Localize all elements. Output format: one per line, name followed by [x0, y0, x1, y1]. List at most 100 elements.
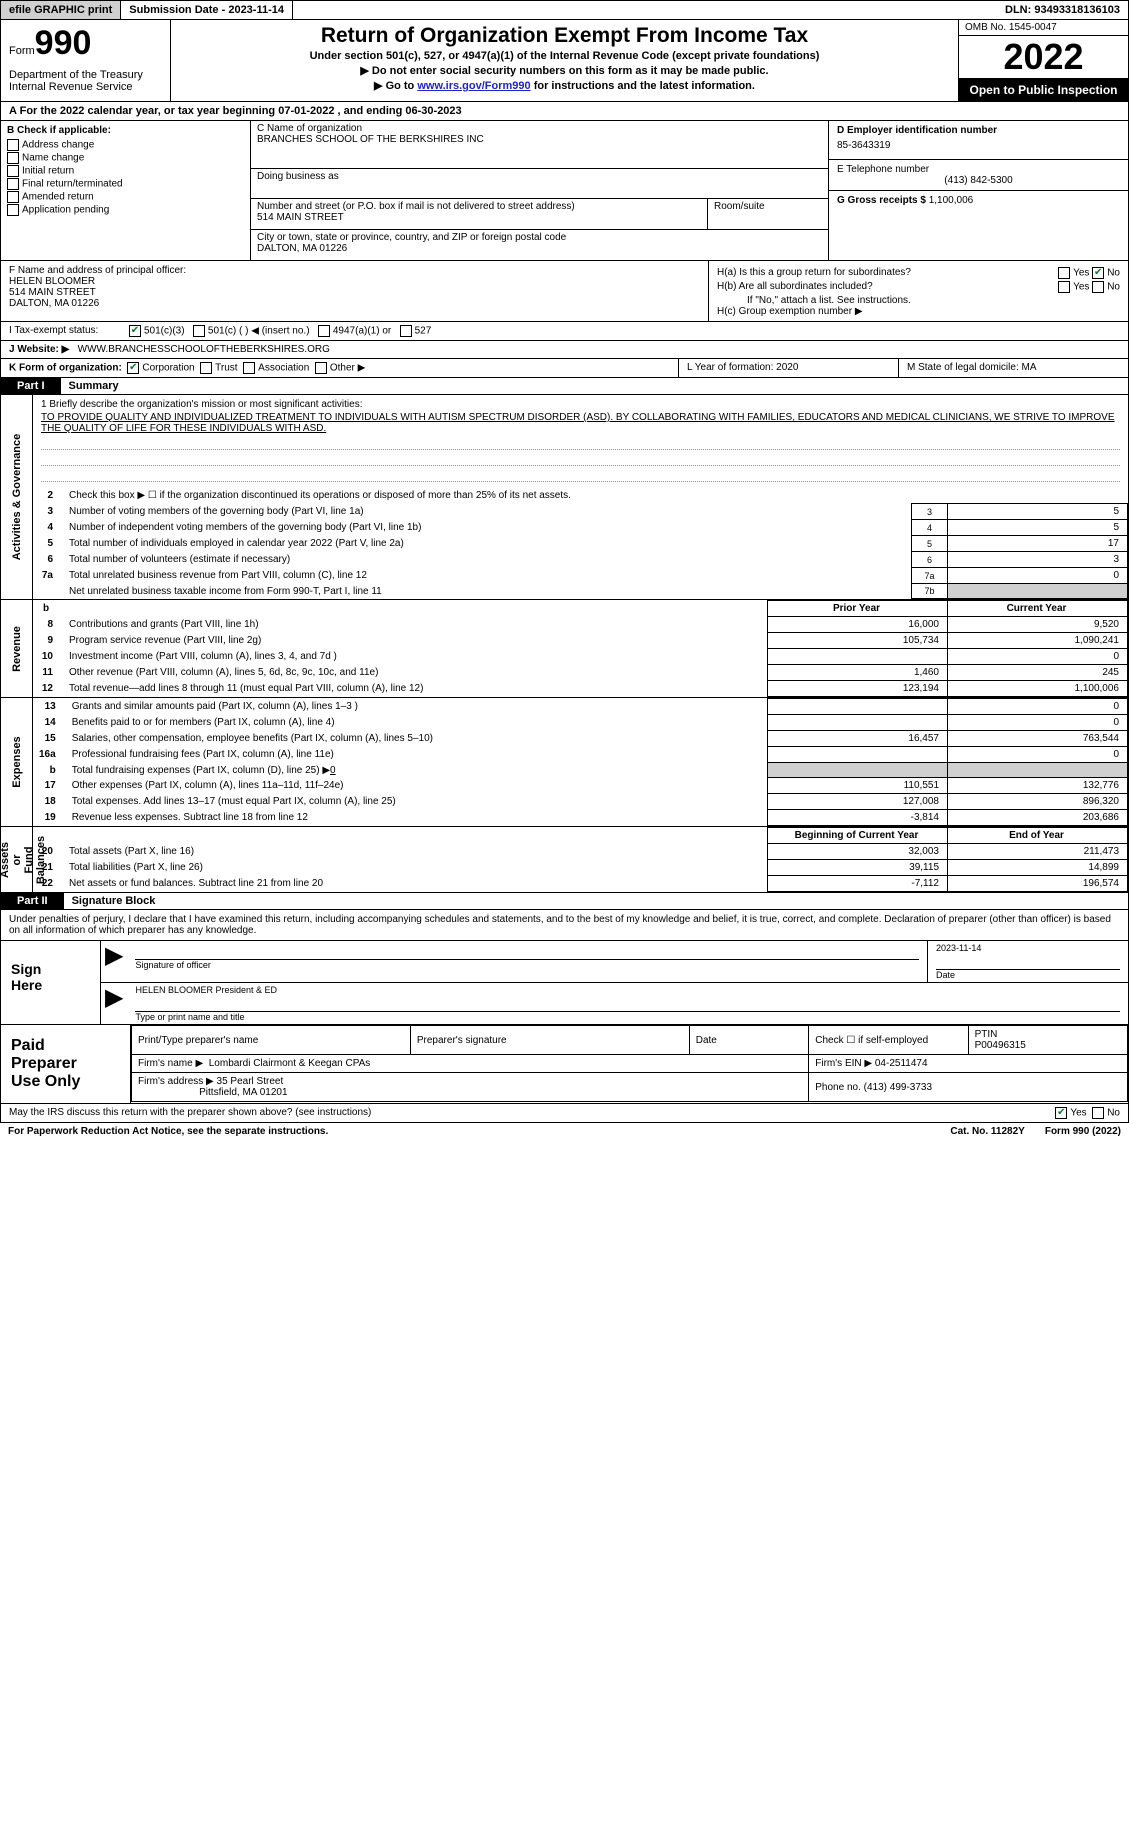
efile-label[interactable]: efile GRAPHIC print [1, 1, 121, 19]
line-3-desc: Number of voting members of the governin… [63, 504, 912, 520]
part2-title: Signature Block [64, 893, 1128, 909]
line-11-prior: 1,460 [768, 665, 948, 681]
prep-col2: Preparer's signature [410, 1026, 689, 1055]
cb-final-return[interactable]: Final return/terminated [7, 178, 244, 190]
arrow-icon: ▶ [101, 983, 127, 1024]
firm-addr2: Pittsfield, MA 01201 [199, 1087, 287, 1098]
cb-application-pending[interactable]: Application pending [7, 204, 244, 216]
section-e: E Telephone number (413) 842-5300 [829, 160, 1128, 191]
line-16a-current: 0 [948, 747, 1128, 763]
line-8-desc: Contributions and grants (Part VIII, lin… [63, 617, 768, 633]
line-2: Check this box ▶ ☐ if the organization d… [63, 488, 1128, 504]
hdr-begin: Beginning of Current Year [768, 828, 948, 844]
line-14-desc: Benefits paid to or for members (Part IX… [66, 715, 768, 731]
firm-ein: 04-2511474 [875, 1058, 928, 1069]
submission-date-cell: Submission Date - 2023-11-14 [121, 1, 293, 19]
m-label: M State of legal domicile: [907, 362, 1022, 373]
opt-pending: Application pending [22, 205, 109, 216]
line-18-current: 896,320 [948, 794, 1128, 810]
opt-amended: Amended return [22, 192, 94, 203]
submission-date: 2023-11-14 [228, 4, 284, 16]
line-11-desc: Other revenue (Part VIII, column (A), li… [63, 665, 768, 681]
officer-print-name: HELEN BLOOMER President & ED [135, 985, 1120, 995]
side-netassets: Net Assets or Fund Balances [1, 827, 33, 892]
firm-phone: (413) 499-3733 [864, 1082, 932, 1093]
dba-label: Doing business as [257, 171, 822, 182]
submission-label: Submission Date - [129, 4, 228, 16]
prep-self-emp: Check ☐ if self-employed [809, 1026, 968, 1055]
side-label-1: Activities & Governance [11, 434, 23, 561]
line-13-prior [768, 699, 948, 715]
department: Department of the Treasury Internal Reve… [9, 69, 162, 93]
opt-501c: 501(c) ( ) ◀ (insert no.) [208, 326, 310, 337]
form-subtitle: Under section 501(c), 527, or 4947(a)(1)… [179, 50, 950, 62]
dln-value: 93493318136103 [1034, 4, 1120, 16]
line-7a-desc: Total unrelated business revenue from Pa… [63, 568, 912, 584]
firm-addr-label: Firm's address ▶ [138, 1076, 214, 1087]
section-d: D Employer identification number 85-3643… [829, 121, 1128, 160]
line-8-prior: 16,000 [768, 617, 948, 633]
ha-answer: Yes No [1058, 267, 1120, 279]
instruction-1: ▶ Do not enter social security numbers o… [179, 64, 950, 77]
form-left: Form990 Department of the Treasury Inter… [1, 20, 171, 101]
may-irs-answer: Yes No [1055, 1107, 1120, 1119]
line-16b-prior-gray [768, 763, 948, 778]
instr2-post: for instructions and the latest informat… [531, 80, 755, 92]
status-opts: 501(c)(3) 501(c) ( ) ◀ (insert no.) 4947… [129, 325, 431, 337]
opt-501c3: 501(c)(3) [144, 326, 185, 337]
hdr-end: End of Year [948, 828, 1128, 844]
line-13-desc: Grants and similar amounts paid (Part IX… [66, 699, 768, 715]
lines-20-22: Beginning of Current YearEnd of Year 20T… [33, 827, 1128, 892]
line-6-box: 6 [912, 552, 948, 568]
line-9-prior: 105,734 [768, 633, 948, 649]
line-3-val: 5 [948, 504, 1128, 520]
line-19-prior: -3,814 [768, 810, 948, 826]
col-right: D Employer identification number 85-3643… [828, 121, 1128, 260]
line-20-desc: Total assets (Part X, line 16) [63, 844, 768, 860]
preparer-section: Paid Preparer Use Only Print/Type prepar… [0, 1025, 1129, 1104]
blank-line [41, 468, 1120, 482]
m-state: M State of legal domicile: MA [898, 359, 1128, 377]
cb-name-change[interactable]: Name change [7, 152, 244, 164]
firm-name: Lombardi Clairmont & Keegan CPAs [209, 1058, 371, 1069]
opt-final: Final return/terminated [22, 179, 123, 190]
summary-activities: Activities & Governance 1 Briefly descri… [0, 395, 1129, 600]
line-17-current: 132,776 [948, 778, 1128, 794]
room-label: Room/suite [714, 201, 822, 212]
sign-here: Sign Here ▶ Signature of officer 2023-11… [0, 941, 1129, 1025]
opt-other: Other ▶ [330, 363, 365, 374]
phone-value: (413) 842-5300 [837, 175, 1120, 186]
cb-initial-return[interactable]: Initial return [7, 165, 244, 177]
dln-label: DLN: [1005, 4, 1034, 16]
room-box: Room/suite [708, 199, 828, 229]
lines-13-19: 13Grants and similar amounts paid (Part … [33, 698, 1128, 826]
line-12-desc: Total revenue—add lines 8 through 11 (mu… [63, 681, 768, 697]
part2-header: Part II Signature Block [0, 893, 1129, 910]
cb-address-change[interactable]: Address change [7, 139, 244, 151]
cb-amended-return[interactable]: Amended return [7, 191, 244, 203]
firm-ein-cell: Firm's EIN ▶ 04-2511474 [809, 1055, 1128, 1073]
sig-of-label: Signature of officer [135, 960, 919, 970]
side-activities: Activities & Governance [1, 395, 33, 599]
lines-2-7: 2Check this box ▶ ☐ if the organization … [33, 488, 1128, 599]
section-bcdeg: B Check if applicable: Address change Na… [0, 121, 1129, 261]
section-b: B Check if applicable: Address change Na… [1, 121, 251, 260]
officer-addr1: 514 MAIN STREET [9, 287, 700, 298]
officer-signature: Signature of officer [127, 941, 928, 982]
signature-declaration: Under penalties of perjury, I declare th… [0, 910, 1129, 941]
firm-addr1: 35 Pearl Street [217, 1076, 284, 1087]
irs-form990-link[interactable]: www.irs.gov/Form990 [417, 80, 530, 92]
footer-right: Form 990 (2022) [1045, 1126, 1121, 1137]
cal-mid: , and ending [338, 105, 406, 117]
preparer-table: Print/Type preparer's name Preparer's si… [131, 1025, 1128, 1102]
name-label: Type or print name and title [135, 1012, 1120, 1022]
line-22-begin: -7,112 [768, 876, 948, 892]
footer-left: For Paperwork Reduction Act Notice, see … [8, 1126, 930, 1137]
opt-initial: Initial return [22, 166, 74, 177]
form-header: Form990 Department of the Treasury Inter… [0, 20, 1129, 102]
open-to-public: Open to Public Inspection [959, 79, 1128, 101]
opt-name: Name change [22, 153, 84, 164]
addr-label: Number and street (or P.O. box if mail i… [257, 201, 701, 212]
hb-question: H(b) Are all subordinates included? [717, 281, 1058, 293]
may-yes: Yes [1070, 1108, 1086, 1119]
